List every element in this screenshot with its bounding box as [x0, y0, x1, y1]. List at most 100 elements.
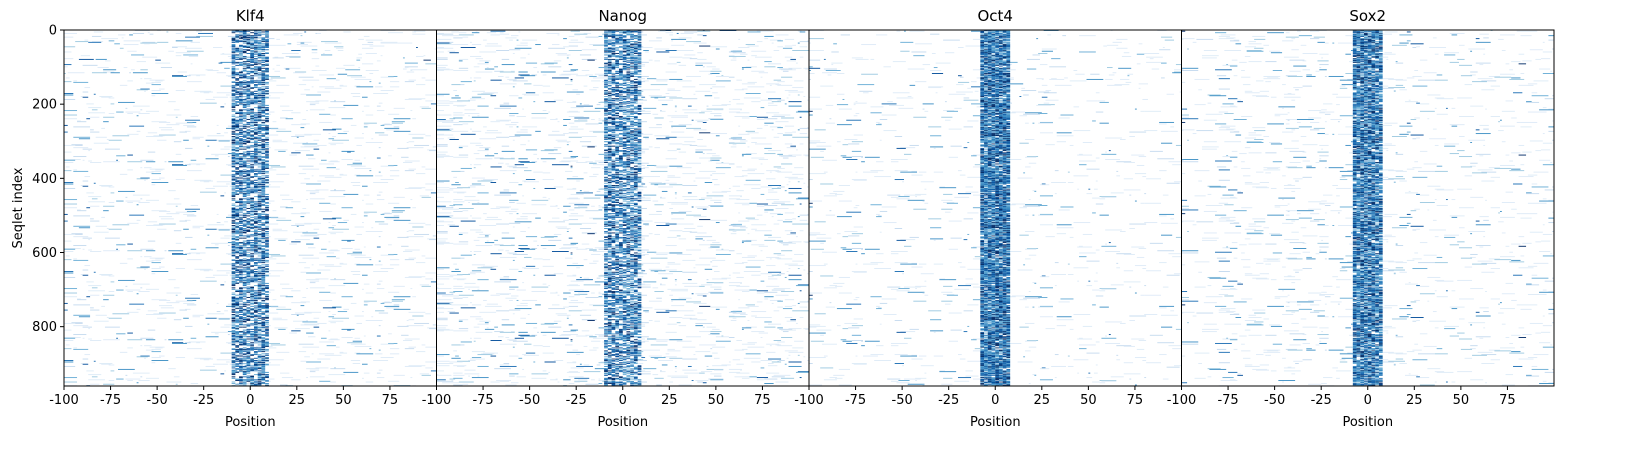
heatmap-cell: [250, 378, 254, 380]
heatmap-cell: [250, 181, 254, 183]
heatmap-cell: [257, 278, 262, 280]
heatmap-cell: [235, 303, 240, 305]
heatmap-cell: [239, 93, 243, 94]
heatmap-cell: [145, 171, 154, 173]
heatmap-cell: [250, 296, 254, 298]
heatmap-cell: [147, 329, 156, 331]
heatmap-cell: [250, 316, 254, 318]
heatmap-cell: [626, 84, 631, 86]
heatmap-cell: [235, 176, 253, 178]
heatmap-cell: [246, 319, 251, 321]
heatmap-cell: [246, 283, 251, 285]
heatmap-cell: [261, 371, 266, 373]
heatmap-cell: [773, 50, 780, 51]
heatmap-cell: [73, 225, 91, 227]
heatmap-cell: [246, 47, 251, 48]
heatmap-cell: [205, 187, 215, 189]
heatmap-cell: [261, 90, 266, 92]
heatmap-cell: [132, 32, 145, 34]
heatmap-cell: [470, 41, 472, 43]
heatmap-cell: [103, 205, 115, 207]
heatmap-cell: [611, 78, 616, 80]
heatmap-cell: [242, 56, 247, 58]
heatmap-cell: [352, 340, 362, 342]
heatmap-cell: [242, 36, 247, 38]
heatmap-cell: [611, 47, 616, 49]
heatmap-cell: [253, 251, 258, 252]
heatmap-cell: [246, 276, 251, 278]
heatmap-cell: [235, 180, 240, 182]
heatmap-cell: [261, 130, 266, 132]
heatmap-cell: [231, 275, 236, 277]
heatmap-cell: [246, 175, 251, 177]
heatmap-cell: [261, 372, 266, 374]
heatmap-cell: [242, 70, 247, 71]
heatmap-cell: [261, 268, 266, 270]
heatmap-cell: [246, 275, 251, 277]
heatmap-cell: [615, 55, 620, 57]
heatmap-cell: [380, 90, 394, 92]
heatmap-cell: [315, 278, 329, 280]
heatmap-cell: [73, 215, 91, 217]
heatmap-cell: [246, 63, 251, 65]
heatmap-cell: [80, 55, 91, 57]
heatmap-cell: [512, 52, 515, 54]
heatmap-cell: [406, 319, 409, 321]
heatmap-cell: [637, 49, 642, 51]
heatmap-cell: [235, 238, 240, 240]
heatmap-cell: [622, 87, 627, 89]
heatmap-cell: [235, 200, 240, 202]
heatmap-cell: [239, 228, 243, 230]
heatmap-cell: [738, 38, 741, 40]
heatmap-cell: [231, 242, 236, 244]
heatmap-cell: [235, 213, 240, 215]
heatmap-cell: [265, 144, 269, 146]
heatmap-cell: [592, 77, 610, 79]
heatmap-cell: [306, 94, 322, 96]
heatmap-cell: [365, 230, 383, 232]
heatmap-cell: [272, 317, 277, 319]
heatmap-cell: [231, 354, 236, 356]
heatmap-cell: [611, 58, 616, 60]
heatmap-cell: [416, 84, 426, 86]
heatmap-cell: [265, 322, 269, 324]
heatmap-cell: [242, 52, 247, 54]
heatmap-cell: [235, 304, 240, 306]
heatmap-cell: [475, 58, 484, 60]
heatmap-cell: [235, 265, 240, 267]
heatmap-cell: [267, 253, 281, 255]
heatmap-cell: [175, 32, 182, 34]
heatmap-cell: [633, 55, 636, 57]
heatmap-cell: [276, 228, 282, 230]
heatmap-cell: [65, 344, 70, 346]
heatmap-cell: [231, 148, 236, 150]
heatmap-cell: [136, 219, 141, 221]
heatmap-cell: [186, 304, 197, 306]
heatmap-cell: [250, 93, 254, 95]
heatmap-cell: [231, 149, 236, 151]
heatmap-cell: [118, 34, 126, 36]
heatmap-cell: [235, 167, 240, 169]
heatmap-cell: [242, 33, 247, 35]
heatmap-cell: [119, 351, 128, 353]
heatmap-cell: [630, 60, 634, 62]
heatmap-cell: [239, 55, 243, 57]
heatmap-cell: [235, 270, 240, 272]
heatmap-cell: [615, 78, 620, 80]
heatmap-cell: [242, 251, 247, 253]
heatmap-cell: [231, 326, 236, 328]
heatmap-cell: [261, 188, 266, 190]
heatmap-cell: [408, 276, 426, 278]
heatmap-cell: [388, 291, 400, 293]
heatmap-cell: [376, 105, 381, 107]
heatmap-cell: [242, 41, 247, 43]
heatmap-cell: [253, 183, 258, 185]
heatmap-cell: [265, 252, 269, 254]
heatmap-cell: [265, 217, 269, 219]
heatmap-cell: [611, 83, 616, 85]
heatmap-cell: [190, 63, 193, 65]
heatmap-cell: [242, 64, 247, 66]
heatmap-cell: [231, 88, 236, 90]
heatmap-cell: [265, 70, 269, 72]
heatmap-cell: [257, 89, 262, 91]
